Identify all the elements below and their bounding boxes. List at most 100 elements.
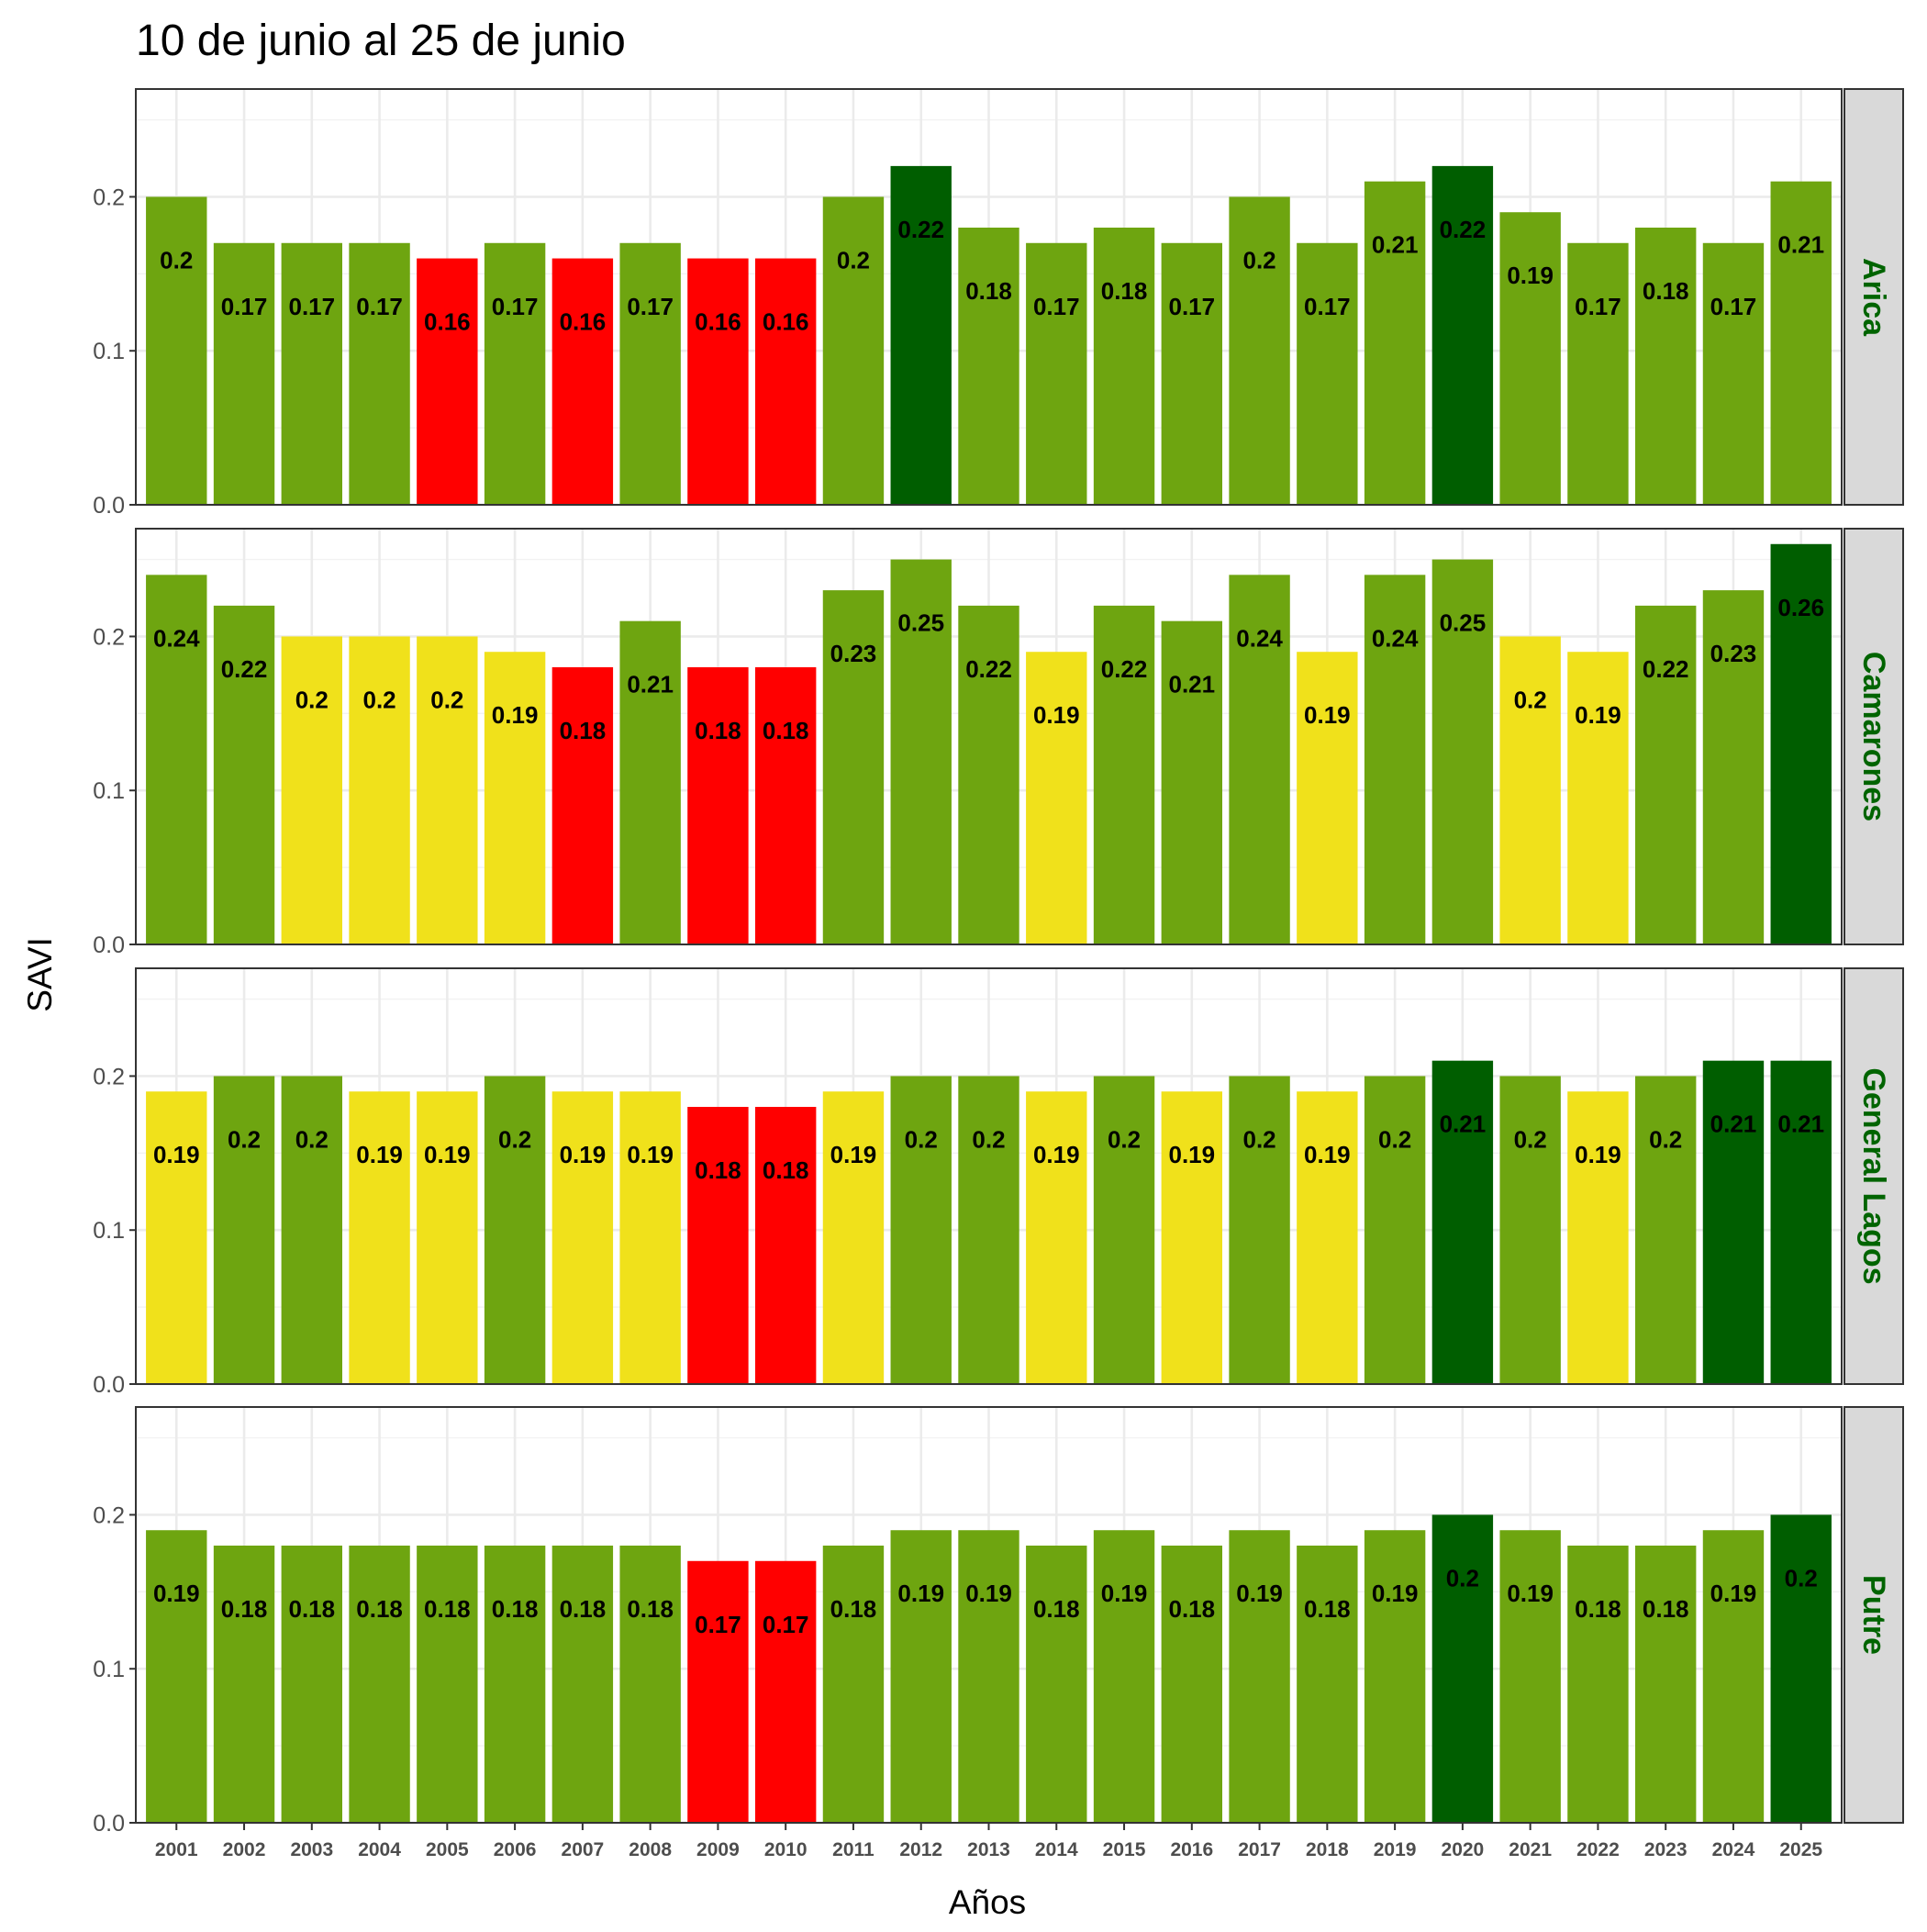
data-label: 0.21	[1777, 231, 1824, 259]
y-tick-label: 0.0	[93, 493, 125, 519]
bar-arica-2014	[1026, 242, 1087, 505]
data-label: 0.19	[356, 1141, 403, 1168]
bar-arica-2019	[1364, 181, 1426, 505]
bar-putre-2015	[1093, 1530, 1155, 1823]
bar-arica-2001	[146, 196, 207, 505]
bar-general-lagos-2001	[146, 1091, 207, 1384]
y-tick-label: 0.2	[93, 624, 125, 650]
bar-arica-2002	[213, 242, 275, 505]
y-axis-title: SAVI	[21, 937, 59, 1012]
data-label: 0.2	[905, 1125, 938, 1153]
y-tick-label: 0.0	[93, 1372, 125, 1398]
data-label: 0.18	[492, 1595, 539, 1623]
data-label: 0.21	[1777, 1111, 1824, 1138]
data-label: 0.2	[972, 1125, 1005, 1153]
data-label: 0.18	[627, 1595, 674, 1623]
bar-putre-2020	[1431, 1514, 1494, 1823]
bar-general-lagos-2003	[281, 1076, 342, 1384]
data-label: 0.2	[1243, 1125, 1276, 1153]
bar-arica-2021	[1499, 212, 1561, 505]
data-label: 0.22	[1101, 655, 1148, 683]
bar-general-lagos-2007	[551, 1091, 614, 1384]
data-label: 0.18	[1575, 1595, 1621, 1623]
data-label: 0.2	[1446, 1564, 1479, 1591]
bar-arica-2005	[417, 258, 478, 505]
data-label: 0.24	[1236, 624, 1283, 652]
data-label: 0.18	[965, 277, 1012, 305]
y-tick-label: 0.1	[93, 339, 125, 364]
bar-putre-2005	[417, 1546, 478, 1823]
y-tick-label: 0.1	[93, 778, 125, 804]
bar-arica-2024	[1702, 242, 1765, 505]
x-tick-label: 2011	[832, 1839, 874, 1860]
bar-camarones-2020	[1431, 559, 1494, 944]
bar-general-lagos-2009	[687, 1107, 749, 1384]
data-label: 0.16	[424, 308, 471, 336]
data-label: 0.19	[1304, 701, 1351, 729]
data-label: 0.18	[221, 1595, 268, 1623]
bar-camarones-2019	[1364, 575, 1426, 944]
data-label: 0.17	[1304, 293, 1351, 320]
data-label: 0.17	[1033, 293, 1080, 320]
data-label: 0.2	[1785, 1564, 1818, 1591]
data-label: 0.23	[1710, 640, 1757, 667]
bar-camarones-2001	[146, 575, 207, 944]
bar-putre-2016	[1161, 1546, 1223, 1823]
data-label: 0.25	[1440, 609, 1487, 637]
bar-general-lagos-2004	[349, 1091, 410, 1384]
y-tick-label: 0.2	[93, 1502, 125, 1528]
x-tick-label: 2017	[1238, 1839, 1281, 1860]
bar-putre-2002	[213, 1546, 275, 1823]
data-label: 0.17	[221, 293, 268, 320]
data-label: 0.19	[1507, 262, 1554, 289]
x-tick-label: 2008	[629, 1839, 672, 1860]
bar-camarones-2018	[1297, 652, 1358, 944]
data-label: 0.19	[1710, 1580, 1757, 1607]
bar-general-lagos-2005	[417, 1091, 478, 1384]
data-label: 0.18	[763, 1156, 809, 1184]
x-tick-label: 2014	[1035, 1839, 1078, 1860]
panel-arica: 0.2 0.17 0.17 0.17 0.16 0.17 0.16 0.17 0.16 0.16 0…	[93, 88, 1904, 519]
x-tick-label: 2006	[494, 1839, 537, 1860]
bar-general-lagos-2017	[1229, 1076, 1290, 1384]
bar-camarones-2015	[1093, 605, 1155, 944]
data-label: 0.16	[763, 308, 809, 336]
data-label: 0.25	[897, 609, 944, 637]
data-label: 0.19	[830, 1141, 877, 1168]
bar-camarones-2008	[619, 620, 681, 944]
y-tick-label: 0.2	[93, 1064, 125, 1089]
x-tick-label: 2022	[1576, 1839, 1620, 1860]
x-tick-label: 2002	[223, 1839, 266, 1860]
y-tick-label: 0.0	[93, 1811, 125, 1837]
bar-camarones-2010	[754, 667, 817, 944]
bar-putre-2014	[1026, 1546, 1087, 1823]
chart-title: 10 de junio al 25 de junio	[136, 17, 626, 65]
bar-arica-2018	[1297, 242, 1358, 505]
data-label: 0.17	[492, 293, 539, 320]
bar-general-lagos-2008	[619, 1091, 681, 1384]
bar-camarones-2014	[1026, 652, 1087, 944]
data-label: 0.18	[830, 1595, 877, 1623]
data-label: 0.19	[1575, 1141, 1621, 1168]
data-label: 0.19	[1507, 1580, 1554, 1607]
facet-strip-arica	[1843, 88, 1904, 506]
bar-general-lagos-2010	[754, 1107, 817, 1384]
panel-putre: 0.19 0.18 0.18 0.18 0.18 0.18 0.18 0.18 0.17 0.17…	[93, 1406, 1904, 1837]
bar-arica-2008	[619, 242, 681, 505]
bar-putre-2017	[1229, 1530, 1290, 1823]
data-label: 0.19	[897, 1580, 944, 1607]
bar-camarones-2004	[349, 636, 410, 944]
bar-general-lagos-2025	[1770, 1060, 1832, 1384]
facet-label-general-lagos: General Lagos	[1856, 1067, 1891, 1284]
bar-putre-2004	[349, 1546, 410, 1823]
x-tick-label: 2018	[1306, 1839, 1349, 1860]
bar-general-lagos-2006	[484, 1076, 546, 1384]
data-label: 0.17	[695, 1611, 741, 1638]
bar-camarones-2005	[417, 636, 478, 944]
data-label: 0.2	[295, 1125, 329, 1153]
data-label: 0.17	[356, 293, 403, 320]
data-label: 0.18	[1643, 1595, 1689, 1623]
x-tick-label: 2021	[1509, 1839, 1552, 1860]
bar-general-lagos-2012	[890, 1076, 952, 1384]
